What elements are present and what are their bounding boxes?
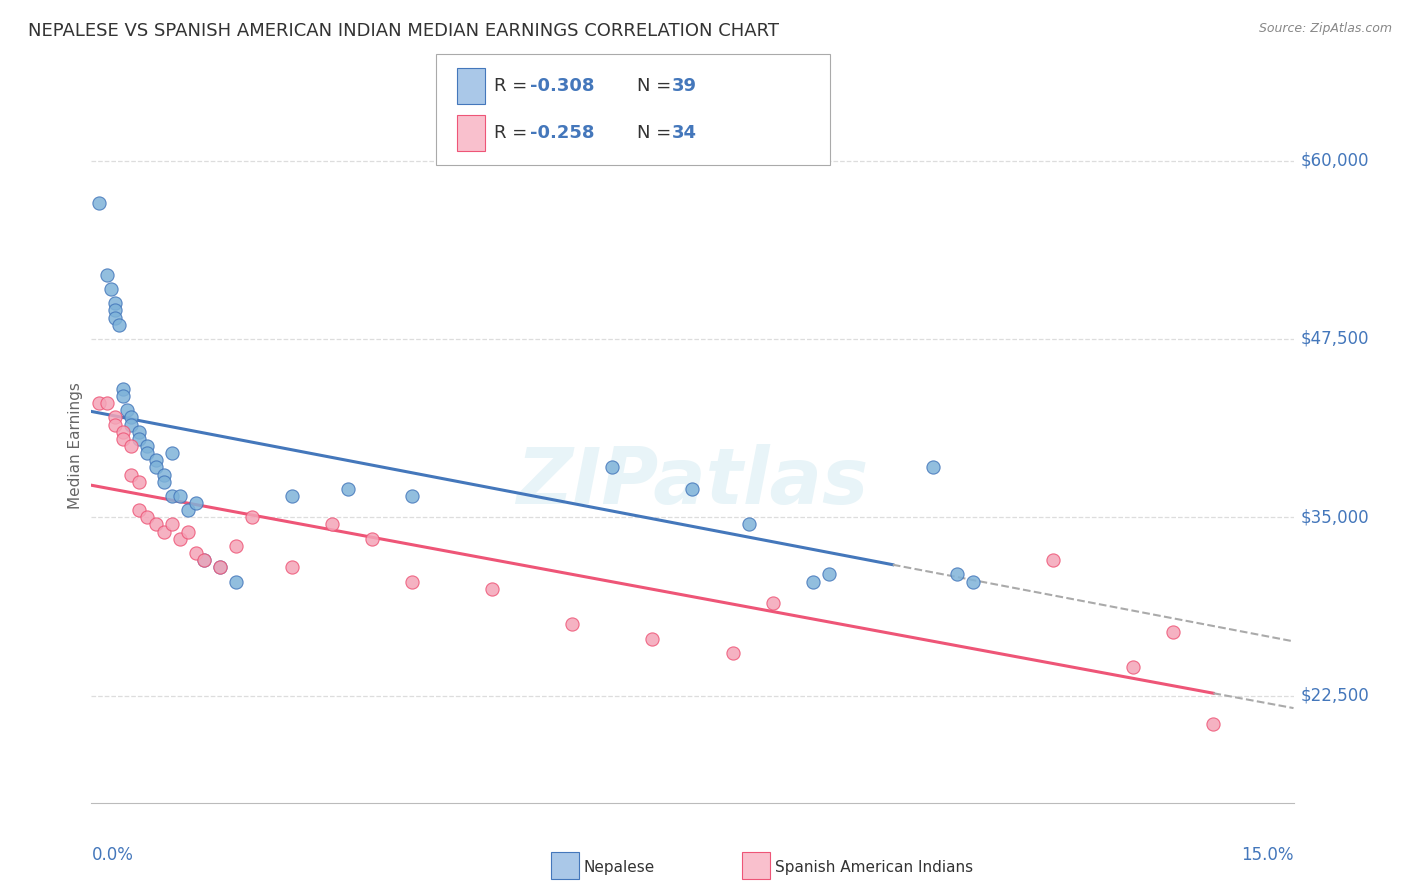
Point [817,567,839,582]
Point [160,489,183,503]
Point [208,560,231,574]
Point [117,403,139,417]
Text: 34: 34 [672,124,697,142]
Point [184,496,207,510]
Point [104,303,127,318]
Point [152,475,174,489]
Point [121,417,143,432]
Point [721,646,744,660]
Text: Nepalese: Nepalese [583,860,655,874]
Point [145,460,167,475]
Point [145,453,167,467]
Point [762,596,785,610]
Text: ZIPatlas: ZIPatlas [516,443,869,520]
Point [89,196,111,211]
Text: R =: R = [494,77,533,95]
Text: Source: ZipAtlas.com: Source: ZipAtlas.com [1258,22,1392,36]
Point [225,539,247,553]
Text: 39: 39 [672,77,697,95]
Y-axis label: Median Earnings: Median Earnings [67,383,83,509]
Point [176,524,198,539]
Point [121,467,143,482]
Point [240,510,263,524]
Point [145,517,167,532]
Text: 15.0%: 15.0% [1241,846,1294,863]
Text: Spanish American Indians: Spanish American Indians [775,860,973,874]
Text: N =: N = [637,124,676,142]
Text: NEPALESE VS SPANISH AMERICAN INDIAN MEDIAN EARNINGS CORRELATION CHART: NEPALESE VS SPANISH AMERICAN INDIAN MEDI… [28,22,779,40]
Point [561,617,583,632]
Point [136,510,159,524]
Point [641,632,664,646]
Point [112,425,135,439]
Point [104,417,127,432]
Point [360,532,382,546]
Point [1163,624,1185,639]
Point [96,396,118,410]
Point [128,432,150,446]
Point [169,532,191,546]
Point [281,489,304,503]
Point [481,582,503,596]
Point [112,432,135,446]
Point [184,546,207,560]
Point [922,460,945,475]
Text: R =: R = [494,124,533,142]
Point [169,489,191,503]
Point [128,475,150,489]
Point [96,268,118,282]
Point [321,517,343,532]
Point [136,446,159,460]
Point [112,382,135,396]
Point [152,524,174,539]
Point [176,503,198,517]
Point [801,574,824,589]
Text: -0.308: -0.308 [530,77,595,95]
Point [160,446,183,460]
Point [602,460,624,475]
Point [89,396,111,410]
Point [104,296,127,310]
Text: N =: N = [637,77,676,95]
Point [1202,717,1225,731]
Point [152,467,174,482]
Point [121,410,143,425]
Point [208,560,231,574]
Point [136,439,159,453]
Text: 0.0%: 0.0% [91,846,134,863]
Point [1042,553,1064,567]
Point [100,282,122,296]
Point [281,560,304,574]
Point [128,425,150,439]
Point [104,410,127,425]
Point [128,503,150,517]
Text: $22,500: $22,500 [1301,687,1369,705]
Point [336,482,359,496]
Text: -0.258: -0.258 [530,124,595,142]
Point [401,574,423,589]
Text: $35,000: $35,000 [1301,508,1369,526]
Point [193,553,215,567]
Point [1122,660,1144,674]
Point [104,310,127,325]
Text: $60,000: $60,000 [1301,152,1369,169]
Point [108,318,131,332]
Point [681,482,703,496]
Point [225,574,247,589]
Point [401,489,423,503]
Point [112,389,135,403]
Point [121,439,143,453]
Point [160,517,183,532]
Text: $47,500: $47,500 [1301,330,1369,348]
Point [737,517,759,532]
Point [946,567,969,582]
Point [193,553,215,567]
Point [962,574,984,589]
